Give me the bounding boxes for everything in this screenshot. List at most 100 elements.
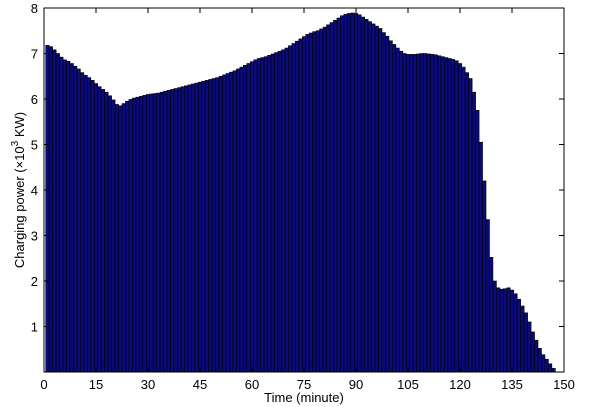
bar (236, 68, 241, 373)
y-tick-label: 7 (31, 47, 38, 62)
bar (80, 72, 85, 373)
bar (301, 36, 307, 373)
bar (322, 26, 327, 373)
bar (197, 81, 203, 373)
bar (419, 53, 424, 373)
bar (76, 68, 81, 373)
bar (66, 60, 71, 373)
bar (440, 56, 445, 373)
bar (211, 78, 216, 373)
bar (333, 19, 338, 373)
bar (104, 91, 109, 373)
x-tick-label: 105 (397, 377, 419, 392)
bar (551, 368, 556, 373)
bar (62, 59, 67, 373)
bar (475, 110, 480, 373)
y-tick-label: 1 (31, 320, 38, 335)
bar (291, 43, 296, 373)
bar (142, 95, 147, 373)
x-tick-label: 75 (297, 377, 311, 392)
bar (426, 53, 431, 373)
bar (107, 95, 112, 373)
y-axis-label-suffix: KW) (12, 112, 27, 141)
bar (308, 32, 313, 373)
bar (180, 86, 185, 373)
bar (263, 56, 268, 373)
bar (492, 280, 497, 373)
x-tick-label: 90 (349, 377, 363, 392)
bar (135, 96, 140, 373)
bar (100, 89, 105, 373)
bar (357, 14, 362, 373)
bar (423, 53, 428, 373)
bar (485, 219, 490, 373)
bar (388, 40, 393, 373)
bar (159, 91, 164, 373)
bar (437, 55, 442, 373)
bar (471, 91, 476, 373)
bar (173, 88, 178, 373)
x-tick-label: 30 (141, 377, 155, 392)
bar (208, 79, 213, 373)
bar (478, 141, 483, 373)
bar (405, 54, 411, 373)
bar (319, 28, 324, 373)
bar (544, 358, 549, 373)
bar (350, 12, 355, 373)
bar (541, 354, 546, 373)
bar (239, 66, 244, 373)
bar (312, 31, 317, 373)
bar (503, 288, 508, 373)
bar (121, 103, 126, 373)
bar (329, 22, 334, 373)
bar (222, 74, 227, 373)
bar (187, 84, 192, 373)
bar (111, 99, 116, 373)
bar (520, 305, 525, 373)
y-tick-label: 8 (31, 1, 38, 16)
bar (305, 34, 310, 373)
bar (509, 289, 515, 373)
bar (69, 63, 74, 373)
bar (482, 180, 487, 373)
bar (530, 331, 535, 373)
bar (253, 59, 258, 373)
x-tick-label: 150 (553, 377, 575, 392)
x-axis-label: Time (minute) (264, 390, 344, 405)
bar (191, 83, 196, 373)
bar (537, 348, 542, 373)
bar (364, 19, 369, 373)
bar (83, 75, 88, 373)
bar (347, 13, 352, 373)
bar (243, 65, 248, 373)
y-tick-label: 3 (31, 229, 38, 244)
bar (215, 77, 220, 373)
bar (277, 50, 282, 373)
bar (295, 40, 300, 373)
bar (454, 60, 459, 373)
bar (367, 21, 372, 373)
bar (87, 77, 92, 373)
bar (55, 53, 60, 373)
bar (523, 312, 528, 373)
bar (132, 97, 137, 373)
bar (201, 80, 206, 373)
bar (139, 95, 144, 373)
bar (149, 93, 154, 373)
bar (249, 61, 255, 373)
bar (326, 24, 331, 373)
bar (59, 56, 64, 373)
bar (90, 80, 95, 373)
bar (229, 71, 234, 373)
bar (378, 28, 383, 373)
y-tick-label: 6 (31, 92, 38, 107)
bar (232, 70, 237, 373)
y-axis-label-prefix: Charging power (×10 (12, 146, 27, 268)
bar (284, 47, 289, 373)
bar (184, 85, 189, 373)
bar (315, 30, 320, 373)
bar (381, 32, 386, 373)
bar (177, 87, 182, 373)
bar (270, 53, 275, 373)
